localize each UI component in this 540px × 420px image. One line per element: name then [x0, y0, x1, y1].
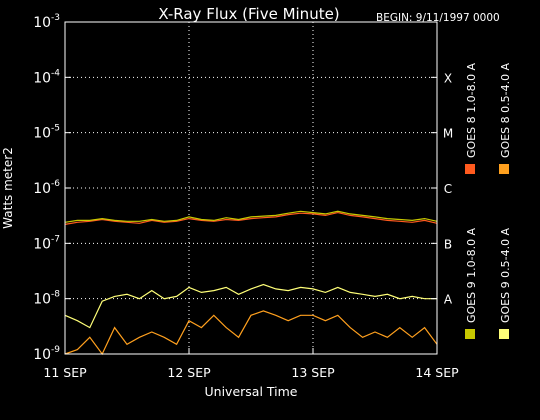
- flare-class-label: C: [444, 182, 452, 196]
- flare-class-label: B: [444, 237, 452, 251]
- legend-label: GOES 8 0.5-4.0 A: [499, 62, 512, 158]
- x-tick-label: 11 SEP: [43, 365, 87, 380]
- y-tick-label: 10-6: [33, 179, 60, 197]
- series-line-3: [64, 210, 438, 223]
- series-layer: [64, 210, 438, 356]
- y-tick-label: 10-4: [33, 68, 60, 86]
- flare-class-label: M: [443, 127, 453, 141]
- flare-class-labels: X M C B A: [443, 71, 453, 306]
- x-tick-label: 13 SEP: [291, 365, 335, 380]
- y-axis-label: Watts meter2: [1, 147, 15, 229]
- series-line-2: [64, 310, 438, 356]
- legend-label: GOES 8 1.0-8.0 A: [465, 62, 478, 158]
- legend-label: GOES 9 1.0-8.0 A: [465, 227, 478, 323]
- y-tick-label: 10-5: [33, 124, 60, 142]
- y-tick-label: 10-8: [33, 290, 60, 308]
- grid: [65, 22, 437, 354]
- series-line-1: [64, 211, 438, 225]
- begin-date-label: BEGIN: 9/11/1997 0000: [376, 12, 500, 24]
- y-tick-label: 10-3: [33, 13, 60, 31]
- x-axis-ticks: 11 SEP 12 SEP 13 SEP 14 SEP: [43, 348, 459, 380]
- legend-label: GOES 9 0.5-4.0 A: [499, 227, 512, 323]
- x-tick-label: 12 SEP: [167, 365, 211, 380]
- flare-class-label: A: [444, 293, 453, 307]
- legend: GOES 8 1.0-8.0 A GOES 8 0.5-4.0 A GOES 9 1…: [465, 62, 512, 339]
- y-tick-label: 10-7: [33, 234, 60, 252]
- x-axis-label: Universal Time: [205, 384, 298, 399]
- legend-swatch: [465, 329, 475, 339]
- y-tick-label: 10-9: [33, 345, 60, 363]
- legend-swatch: [499, 329, 509, 339]
- series-line-4: [64, 283, 437, 329]
- y-axis-ticks: 10-3 10-4 10-5 10-6 10-7 10-8 10-9: [33, 13, 437, 363]
- chart-title: X-Ray Flux (Five Minute): [158, 5, 339, 23]
- legend-swatch: [465, 164, 475, 174]
- legend-swatch: [499, 164, 509, 174]
- flare-class-label: X: [444, 71, 452, 85]
- x-tick-label: 14 SEP: [415, 365, 459, 380]
